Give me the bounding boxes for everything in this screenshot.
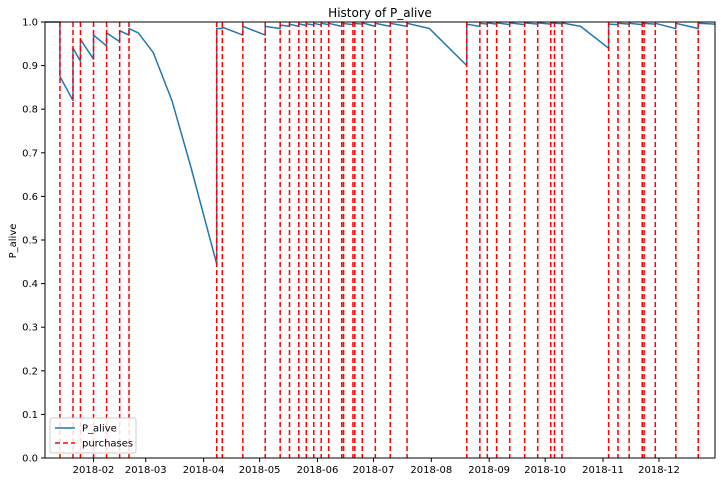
x-tick-label: 2018-05 (239, 465, 281, 476)
y-tick-label: 0.4 (22, 279, 38, 290)
legend-box (49, 417, 137, 454)
y-tick-label: 0.2 (22, 366, 38, 377)
y-tick-label: 0.0 (22, 454, 38, 465)
legend-label: P_alive (82, 424, 117, 435)
x-tick-label: 2018-08 (410, 465, 452, 476)
y-tick-label: 0.6 (22, 192, 38, 203)
x-tick-label: 2018-06 (297, 465, 339, 476)
y-tick-label: 0.9 (22, 61, 38, 72)
x-tick-label: 2018-10 (524, 465, 566, 476)
x-tick-label: 2018-04 (183, 465, 225, 476)
y-tick-label: 0.3 (22, 323, 38, 334)
y-tick-label: 0.1 (22, 410, 38, 421)
plot-area: 0.0 0.1 0.2 0.3 0.4 0.5 0.6 0.7 0.8 0.9 1.0 2018-02… (22, 18, 716, 476)
y-tick-label: 0.7 (22, 148, 38, 159)
y-tick-label: 0.8 (22, 105, 38, 116)
y-axis-label: P_alive (8, 224, 19, 259)
x-tick-label: 2018-03 (125, 465, 167, 476)
chart-title: History of P_alive (328, 6, 432, 20)
x-tick-label: 2018-02 (73, 465, 115, 476)
x-tick-label: 2018-11 (582, 465, 624, 476)
y-tick-label: 0.5 (22, 236, 38, 247)
y-tick-label: 1.0 (22, 18, 38, 29)
legend-label: purchases (82, 439, 133, 450)
x-tick-label: 2018-09 (468, 465, 510, 476)
x-tick-label: 2018-07 (353, 465, 395, 476)
x-tick-label: 2018-12 (638, 465, 680, 476)
legend: P_alive purchases (49, 417, 137, 454)
